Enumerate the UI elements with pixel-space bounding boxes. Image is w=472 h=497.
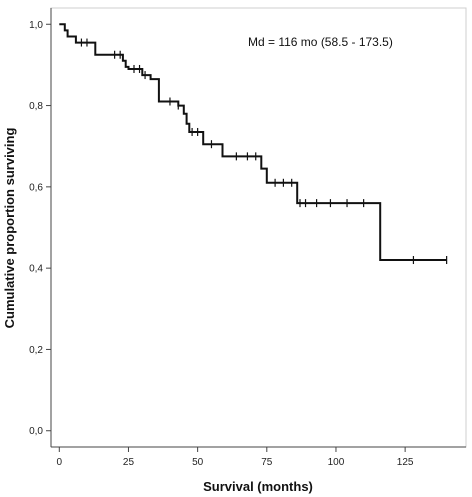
x-tick-label: 50: [192, 457, 204, 468]
x-tick-label: 125: [397, 457, 414, 468]
median-annotation: Md = 116 mo (58.5 - 173.5): [248, 35, 393, 49]
y-axis-title: Cumulative proportion surviving: [2, 128, 17, 329]
plot-frame: [50, 7, 467, 448]
y-tick-label: 0,2: [29, 345, 43, 356]
x-ticks: 0 25 50 75 100 125: [57, 447, 414, 468]
y-tick-label: 0,6: [29, 182, 43, 193]
y-tick-label: 0,0: [29, 426, 43, 437]
x-tick-label: 25: [123, 457, 135, 468]
x-tick-label: 75: [261, 457, 273, 468]
x-axis-title: Survival (months): [203, 479, 313, 494]
y-tick-label: 1,0: [29, 20, 43, 31]
y-tick-label: 0,4: [29, 264, 43, 275]
x-tick-label: 0: [57, 457, 63, 468]
y-tick-label: 0,8: [29, 101, 43, 112]
censor-marks: [80, 38, 448, 265]
y-ticks: 0,0 0,2 0,4 0,6 0,8 1,0: [29, 20, 51, 437]
survival-curve: [59, 23, 447, 261]
x-tick-label: 100: [328, 457, 345, 468]
